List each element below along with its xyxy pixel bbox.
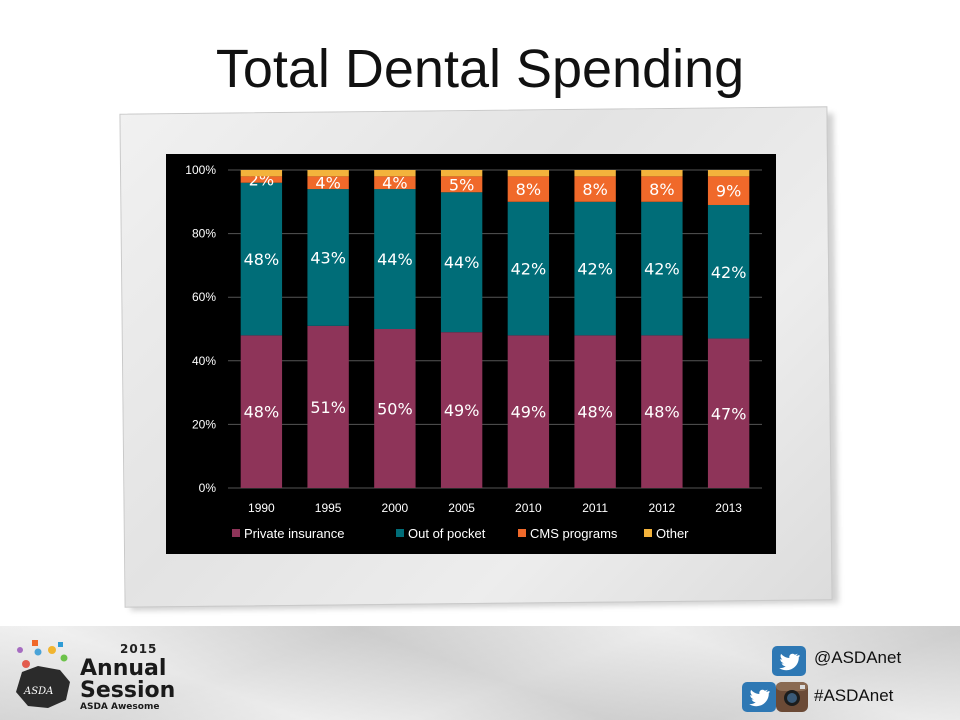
legend-label: Private insurance: [244, 526, 344, 541]
bar-segment: [240, 182, 283, 336]
x-tick-label: 2000: [382, 501, 409, 515]
data-label: 44%: [444, 253, 480, 272]
data-label: 48%: [244, 250, 280, 269]
x-tick-label: 2012: [649, 501, 676, 515]
y-tick-label: 40%: [192, 354, 216, 368]
bar-segment: [374, 189, 416, 329]
bar-segment: [307, 189, 349, 326]
bar-segment: [507, 170, 550, 177]
bar-segment: [374, 176, 416, 190]
bar-segment: [707, 338, 750, 488]
bar-segment: [507, 335, 550, 488]
bar-segment: [240, 170, 283, 177]
bar-segment: [374, 329, 416, 488]
y-tick-label: 60%: [192, 290, 216, 304]
legend-swatch: [644, 529, 652, 537]
data-label: 42%: [577, 260, 613, 279]
data-label: 48%: [644, 403, 680, 422]
bar-segment: [641, 176, 683, 202]
bar-segment: [641, 335, 683, 488]
data-label: 43%: [310, 248, 346, 267]
bar-segment: [574, 335, 616, 488]
twitter-icon[interactable]: [742, 682, 776, 712]
data-label: 48%: [577, 403, 613, 422]
idea-icon: [16, 640, 70, 708]
bar-segment: [440, 170, 483, 177]
x-tick-label: 2005: [448, 501, 475, 515]
bar-segment: [641, 201, 683, 336]
bar-segment: [440, 176, 483, 193]
bar-segment: [641, 170, 683, 177]
data-label: 44%: [377, 250, 413, 269]
hashtag[interactable]: #ASDAnet: [814, 686, 894, 705]
data-label: 42%: [511, 260, 547, 279]
chart-container: 0% 20% 40% 60% 80% 100% 48% 48% 2% 1990 51% 43% 4% 19…: [166, 154, 776, 554]
x-tick-label: 1990: [248, 501, 275, 515]
instagram-icon[interactable]: [776, 682, 808, 712]
bar-segment: [507, 176, 550, 202]
data-label: 4%: [315, 174, 340, 193]
bar-segment: [707, 204, 750, 339]
bar-segment: [574, 201, 616, 336]
bar-segment: [374, 170, 416, 177]
asda-logo: ASDA: [16, 640, 70, 708]
y-tick-label: 100%: [185, 163, 216, 177]
bar-segment: [707, 176, 750, 205]
bar-segment: [307, 325, 349, 488]
data-label: 4%: [382, 174, 407, 193]
bar-segment: [440, 332, 483, 488]
legend-swatch: [232, 529, 240, 537]
legend-label: Other: [656, 526, 689, 541]
logo-session: Session: [80, 678, 176, 703]
bar-segment: [574, 176, 616, 202]
data-label: 42%: [711, 263, 747, 282]
logo-annual: Annual: [80, 656, 167, 681]
data-label: 48%: [244, 403, 280, 422]
x-tick-label: 2011: [582, 501, 608, 515]
bar-segment: [240, 176, 283, 183]
x-tick-label: 2010: [515, 501, 542, 515]
data-label: 9%: [716, 182, 741, 201]
bar-segment: [507, 201, 550, 336]
data-label: 8%: [649, 180, 674, 199]
legend-label: CMS programs: [530, 526, 618, 541]
logo-year: 2015: [120, 642, 158, 656]
data-label: 8%: [582, 180, 607, 199]
legend-swatch: [396, 529, 404, 537]
logo-tagline: ASDA Awesome: [80, 702, 160, 712]
x-tick-label: 1995: [315, 501, 342, 515]
slide-title: Total Dental Spending: [215, 39, 745, 99]
data-label: 51%: [310, 398, 346, 417]
data-label: 42%: [644, 260, 680, 279]
data-label: 47%: [711, 404, 747, 423]
data-label: 5%: [449, 175, 474, 194]
bar-segment: [440, 192, 483, 333]
bar-segment: [307, 176, 349, 190]
y-tick-label: 0%: [199, 481, 217, 495]
data-label: 8%: [516, 180, 541, 199]
twitter-handle[interactable]: @ASDAnet: [814, 648, 902, 667]
bar-segment: [307, 170, 349, 177]
data-label: 49%: [444, 401, 480, 420]
twitter-icon[interactable]: [772, 646, 806, 676]
bar-segment: [707, 170, 750, 177]
data-label: 50%: [377, 400, 413, 419]
legend-label: Out of pocket: [408, 526, 486, 541]
y-tick-label: 20%: [192, 417, 216, 431]
bar-segment: [574, 170, 616, 177]
data-label: 49%: [511, 403, 547, 422]
legend-swatch: [518, 529, 526, 537]
stacked-bar-chart: 0%20%40%60%80%100%48%48%2%199051%43%4%19…: [185, 163, 762, 541]
x-tick-label: 2013: [715, 501, 742, 515]
y-tick-label: 80%: [192, 227, 216, 241]
logo-badge: ASDA: [23, 686, 53, 697]
bar-segment: [240, 335, 283, 488]
